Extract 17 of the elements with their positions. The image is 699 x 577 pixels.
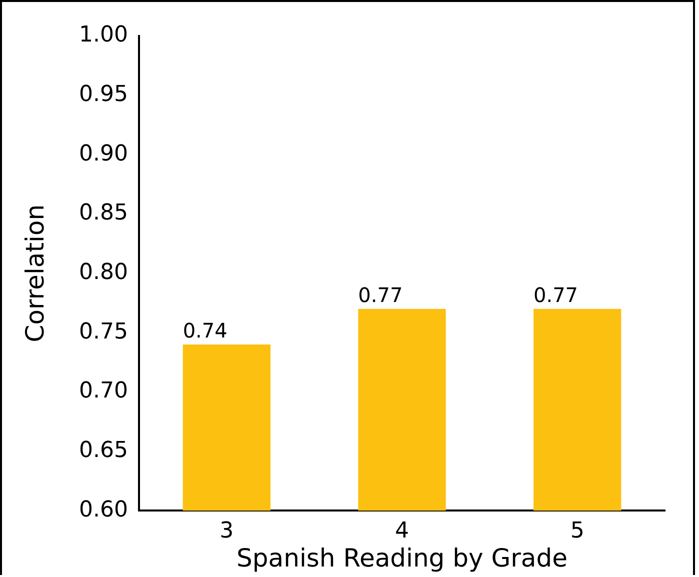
y-tick-label: 1.00 <box>79 22 128 48</box>
y-tick-label: 0.80 <box>79 260 128 286</box>
x-tick-label: 3 <box>220 518 234 544</box>
y-tick-label: 0.65 <box>79 438 128 463</box>
y-tick-label: 0.75 <box>79 319 128 344</box>
data-label: 0.77 <box>358 283 403 308</box>
x-axis-title: Spanish Reading by Grade <box>236 544 568 572</box>
x-tick-label: 4 <box>394 518 409 544</box>
y-tick-label: 0.85 <box>79 200 128 226</box>
data-label: 0.77 <box>533 283 578 308</box>
y-tick-label: 0.70 <box>79 378 128 404</box>
y-tick-label: 0.60 <box>79 497 128 522</box>
x-tick-label: 5 <box>570 518 584 544</box>
y-axis-title: Correlation <box>20 204 50 342</box>
y-tick-label: 0.95 <box>79 82 128 108</box>
y-tick-label: 0.90 <box>79 141 128 166</box>
data-label: 0.74 <box>182 318 228 343</box>
